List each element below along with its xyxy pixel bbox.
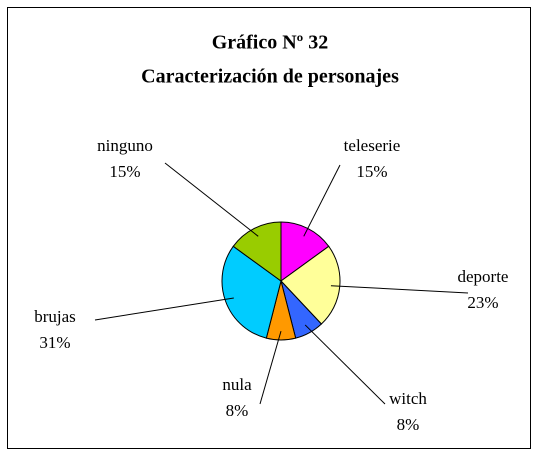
leader-line: [164, 162, 259, 237]
leader-line: [303, 164, 341, 237]
slice-value-label: 8%: [397, 415, 420, 434]
slice-value-label: 15%: [356, 162, 387, 181]
slice-value-label: 8%: [226, 401, 249, 420]
slice-label: nula: [222, 375, 252, 394]
slice-value-label: 23%: [467, 293, 498, 312]
pie-slice: [221, 245, 282, 339]
slice-value-label: 31%: [39, 333, 70, 352]
leader-line: [94, 297, 234, 321]
leader-line: [304, 324, 386, 405]
slice-label: brujas: [34, 307, 76, 326]
slice-label: deporte: [458, 267, 509, 286]
leader-line: [259, 331, 282, 405]
chart-title: Gráfico Nº 32: [212, 32, 329, 54]
pie-slice: [232, 221, 282, 282]
leader-line: [330, 285, 469, 294]
slice-value-label: 15%: [109, 162, 140, 181]
slice-label: witch: [389, 389, 427, 408]
chart-title: Caracterización de personajes: [141, 66, 399, 88]
slice-label: teleserie: [344, 136, 401, 155]
slice-label: ninguno: [97, 136, 153, 155]
